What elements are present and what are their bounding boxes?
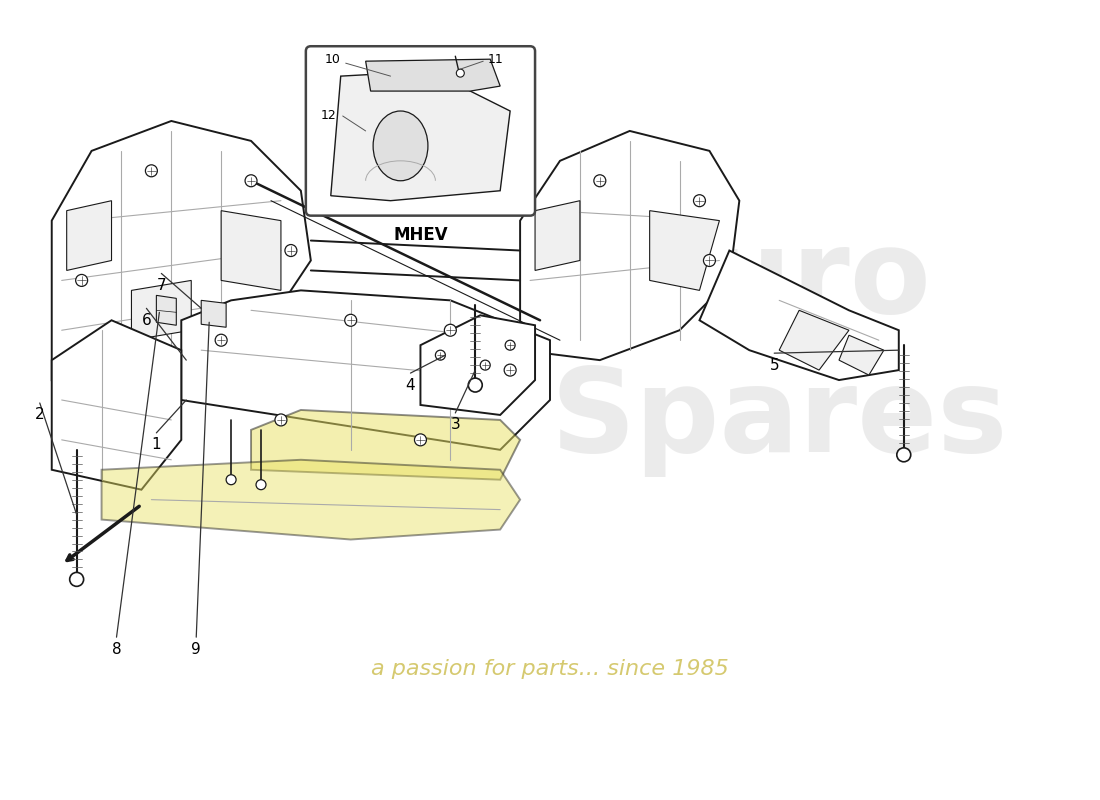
Text: 11: 11: [487, 53, 503, 66]
Text: 9: 9: [191, 642, 201, 657]
Circle shape: [76, 274, 88, 286]
Circle shape: [344, 314, 356, 326]
Text: 12: 12: [321, 110, 337, 122]
Circle shape: [456, 69, 464, 77]
Circle shape: [216, 334, 227, 346]
Polygon shape: [700, 250, 899, 380]
Circle shape: [415, 434, 427, 446]
Circle shape: [469, 378, 482, 392]
Circle shape: [594, 174, 606, 186]
Polygon shape: [331, 71, 510, 201]
Circle shape: [436, 350, 446, 360]
FancyBboxPatch shape: [306, 46, 535, 216]
Polygon shape: [365, 59, 501, 91]
Text: 3: 3: [451, 418, 460, 433]
Circle shape: [704, 254, 715, 266]
Polygon shape: [67, 201, 111, 270]
Text: Euro: Euro: [627, 223, 931, 338]
Circle shape: [69, 572, 84, 586]
Polygon shape: [132, 281, 191, 340]
Text: a passion for parts... since 1985: a passion for parts... since 1985: [371, 659, 729, 679]
Polygon shape: [650, 210, 719, 290]
Polygon shape: [156, 295, 176, 326]
Polygon shape: [535, 201, 580, 270]
Polygon shape: [182, 290, 550, 450]
Text: 10: 10: [324, 53, 341, 66]
Circle shape: [444, 324, 456, 336]
Polygon shape: [201, 300, 227, 327]
Circle shape: [693, 194, 705, 206]
Text: Spares: Spares: [550, 362, 1008, 478]
Text: 5: 5: [769, 358, 779, 373]
Text: 2: 2: [35, 407, 45, 422]
Polygon shape: [221, 210, 280, 290]
Polygon shape: [101, 460, 520, 539]
Text: MHEV: MHEV: [393, 226, 448, 244]
Circle shape: [245, 174, 257, 186]
Polygon shape: [520, 131, 739, 360]
Circle shape: [481, 360, 491, 370]
Polygon shape: [839, 335, 883, 375]
Text: 6: 6: [142, 313, 152, 328]
Text: 8: 8: [112, 642, 121, 657]
Text: 4: 4: [406, 378, 416, 393]
Circle shape: [505, 340, 515, 350]
Circle shape: [504, 364, 516, 376]
Circle shape: [145, 165, 157, 177]
Text: 7: 7: [156, 278, 166, 293]
Text: 1: 1: [152, 438, 162, 452]
Circle shape: [256, 480, 266, 490]
Circle shape: [285, 245, 297, 257]
Polygon shape: [251, 410, 520, 480]
Polygon shape: [52, 121, 311, 380]
Polygon shape: [420, 315, 535, 415]
Polygon shape: [779, 310, 849, 370]
Circle shape: [227, 474, 236, 485]
Polygon shape: [52, 320, 182, 490]
Circle shape: [896, 448, 911, 462]
Circle shape: [275, 414, 287, 426]
Ellipse shape: [373, 111, 428, 181]
